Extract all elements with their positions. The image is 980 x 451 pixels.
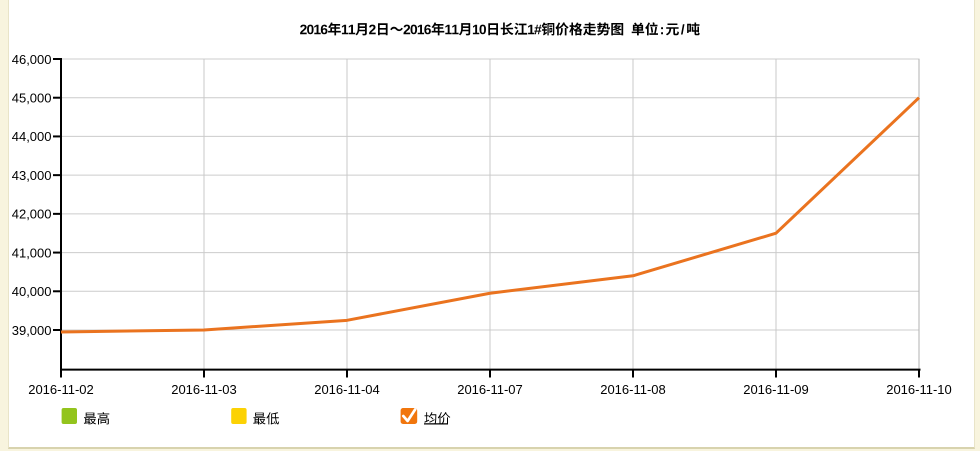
svg-text:2016-11-07: 2016-11-07 (457, 382, 523, 397)
svg-text:2016-11-09: 2016-11-09 (743, 382, 809, 397)
svg-text:40,000: 40,000 (12, 284, 52, 299)
svg-text:46,000: 46,000 (12, 52, 52, 67)
svg-text:41,000: 41,000 (12, 245, 52, 260)
svg-text:45,000: 45,000 (12, 91, 52, 106)
svg-text:2016-11-03: 2016-11-03 (171, 382, 237, 397)
svg-text:2016-11-10: 2016-11-10 (886, 382, 952, 397)
svg-text:43,000: 43,000 (12, 168, 52, 183)
svg-text:2016-11-04: 2016-11-04 (314, 382, 380, 397)
svg-text:44,000: 44,000 (12, 129, 52, 144)
svg-text:2016-11-08: 2016-11-08 (600, 382, 666, 397)
svg-text:39,000: 39,000 (12, 323, 52, 338)
svg-text:2016-11-02: 2016-11-02 (28, 382, 94, 397)
svg-text:42,000: 42,000 (12, 207, 52, 222)
